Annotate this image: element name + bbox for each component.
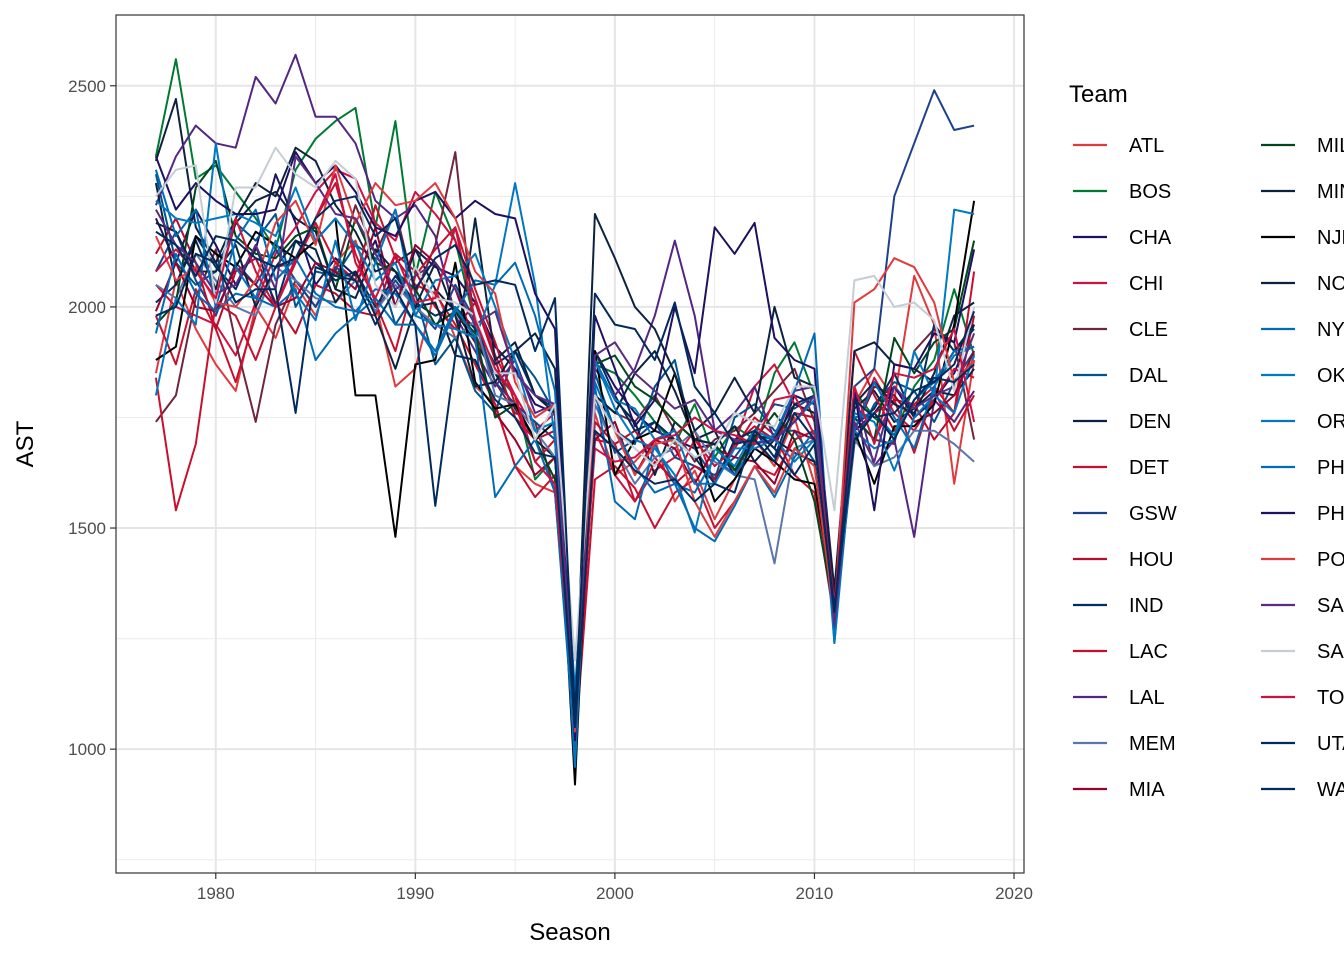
legend-label: UTA: [1317, 733, 1344, 755]
legend-item-det: DET: [1073, 457, 1169, 479]
legend-item-mil: MIL: [1261, 135, 1344, 157]
legend-label: PHO: [1317, 503, 1344, 525]
x-axis: 1980 1990 2000 2010 2020: [197, 873, 1033, 903]
y-tick-label: 2500: [68, 77, 106, 96]
x-tick-label: 2010: [796, 884, 834, 903]
legend-label: DAL: [1129, 365, 1168, 387]
legend-label: POR: [1317, 549, 1344, 571]
legend-label: MIL: [1317, 135, 1344, 157]
legend-item-sas: SAS: [1261, 641, 1344, 663]
x-tick-label: 2020: [995, 884, 1033, 903]
legend-item-pho: PHO: [1261, 503, 1344, 525]
legend-label: WAS: [1317, 779, 1344, 801]
panel-background: [116, 15, 1024, 873]
x-tick-label: 2000: [596, 884, 634, 903]
legend-item-mia: MIA: [1073, 779, 1165, 801]
legend-item-min: MIN: [1261, 181, 1344, 203]
y-tick-label: 2000: [68, 298, 106, 317]
legend-item-lac: LAC: [1073, 641, 1168, 663]
legend-label: ORL: [1317, 411, 1344, 433]
series-line-sac: [155, 155, 976, 729]
legend-label: MEM: [1129, 733, 1176, 755]
panel-area: [116, 15, 1024, 873]
legend-item-phi: PHI: [1261, 457, 1344, 479]
legend-label: PHI: [1317, 457, 1344, 479]
legend-item-hou: HOU: [1073, 549, 1173, 571]
legend-item-cha: CHA: [1073, 227, 1172, 249]
legend-item-chi: CHI: [1073, 273, 1163, 295]
legend-label: NOH: [1317, 273, 1344, 295]
legend-label: MIN: [1317, 181, 1344, 203]
legend-label: DEN: [1129, 411, 1171, 433]
legend-label: HOU: [1129, 549, 1173, 571]
legend-label: LAC: [1129, 641, 1168, 663]
legend-item-noh: NOH: [1261, 273, 1344, 295]
x-axis-title: Season: [529, 919, 610, 946]
y-tick-label: 1000: [68, 740, 106, 759]
legend-label: SAC: [1317, 595, 1344, 617]
legend-item-bos: BOS: [1073, 181, 1171, 203]
legend-label: CLE: [1129, 319, 1168, 341]
legend-item-dal: DAL: [1073, 365, 1168, 387]
legend-item-gsw: GSW: [1073, 503, 1177, 525]
y-axis-title: AST: [12, 420, 39, 467]
legend-label: OKC: [1317, 365, 1344, 387]
legend-label: IND: [1129, 595, 1163, 617]
legend-label: LAL: [1129, 687, 1165, 709]
legend-item-sac: SAC: [1261, 595, 1344, 617]
series-line-sas: [155, 146, 976, 662]
legend-label: DET: [1129, 457, 1169, 479]
x-tick-label: 1980: [197, 884, 235, 903]
legend-item-orl: ORL: [1261, 411, 1344, 433]
legend-item-nyk: NYK: [1261, 319, 1344, 341]
legend: Team ATL BOS CHA CHI CLE DAL DEN DET GSW HOU IND LA…: [1069, 81, 1344, 801]
legend-label: CHA: [1129, 227, 1172, 249]
legend-label: TOR: [1317, 687, 1344, 709]
y-axis: 1000 1500 2000 2500: [68, 77, 116, 759]
legend-label: NYK: [1317, 319, 1344, 341]
panel-border: [115, 14, 1025, 874]
x-tick-label: 1990: [396, 884, 434, 903]
legend-label: MIA: [1129, 779, 1165, 801]
series-line-was: [155, 252, 975, 729]
legend-item-ind: IND: [1073, 595, 1163, 617]
legend-item-lal: LAL: [1073, 687, 1165, 709]
legend-label: SAS: [1317, 641, 1344, 663]
legend-item-cle: CLE: [1073, 319, 1168, 341]
legend-label: GSW: [1129, 503, 1177, 525]
legend-item-njn: NJN: [1261, 227, 1344, 249]
legend-title: Team: [1069, 81, 1128, 108]
legend-label: ATL: [1129, 135, 1164, 157]
legend-item-was: WAS: [1261, 779, 1344, 801]
legend-label: NJN: [1317, 227, 1344, 249]
y-tick-label: 1500: [68, 519, 106, 538]
series-lines: [154, 53, 976, 786]
legend-item-tor: TOR: [1261, 687, 1344, 709]
legend-item-por: POR: [1261, 549, 1344, 571]
legend-item-atl: ATL: [1073, 135, 1164, 157]
legend-item-uta: UTA: [1261, 733, 1344, 755]
legend-label: BOS: [1129, 181, 1171, 203]
legend-item-den: DEN: [1073, 411, 1171, 433]
legend-item-okc: OKC: [1261, 365, 1344, 387]
legend-label: CHI: [1129, 273, 1163, 295]
legend-item-mem: MEM: [1073, 733, 1176, 755]
